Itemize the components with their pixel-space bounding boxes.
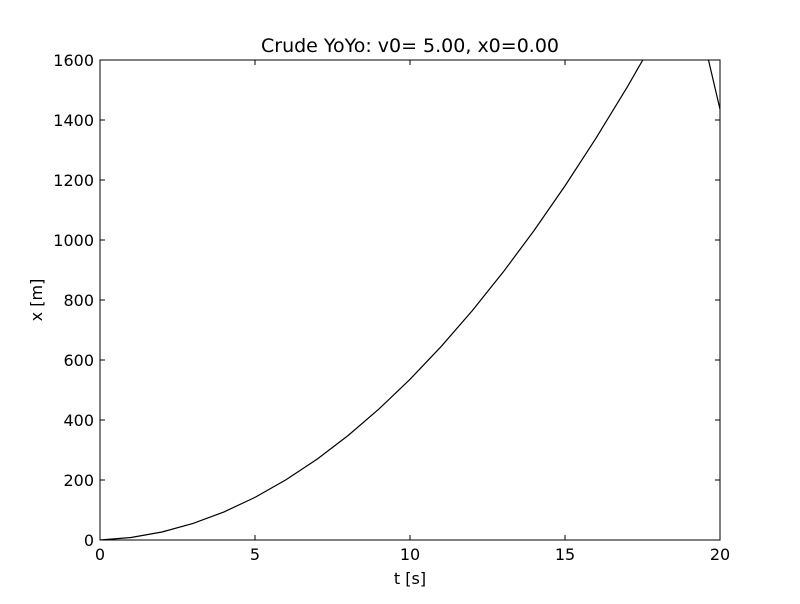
y-tick-label: 200 xyxy=(63,471,94,490)
x-tick-label: 10 xyxy=(400,545,420,564)
y-tick-label: 1400 xyxy=(53,111,94,130)
chart-title: Crude YoYo: v0= 5.00, x0=0.00 xyxy=(261,35,559,57)
y-tick-label: 1000 xyxy=(53,231,94,250)
series-line xyxy=(100,60,720,540)
y-tick-label: 1200 xyxy=(53,171,94,190)
x-tick-label: 20 xyxy=(710,545,730,564)
series-layer xyxy=(100,60,720,540)
y-tick-label: 400 xyxy=(63,411,94,430)
y-tick-label: 800 xyxy=(63,291,94,310)
y-tick-label: 600 xyxy=(63,351,94,370)
x-tick-label: 15 xyxy=(555,545,575,564)
y-axis-label: x [m] xyxy=(27,279,46,322)
plot-frame xyxy=(99,59,721,541)
x-tick-label: 5 xyxy=(250,545,260,564)
x-axis-label: t [s] xyxy=(394,569,426,588)
plot-background xyxy=(100,60,720,540)
y-tick-label: 0 xyxy=(84,531,94,550)
y-tick-label: 1600 xyxy=(53,51,94,70)
x-tick-label: 0 xyxy=(95,545,105,564)
